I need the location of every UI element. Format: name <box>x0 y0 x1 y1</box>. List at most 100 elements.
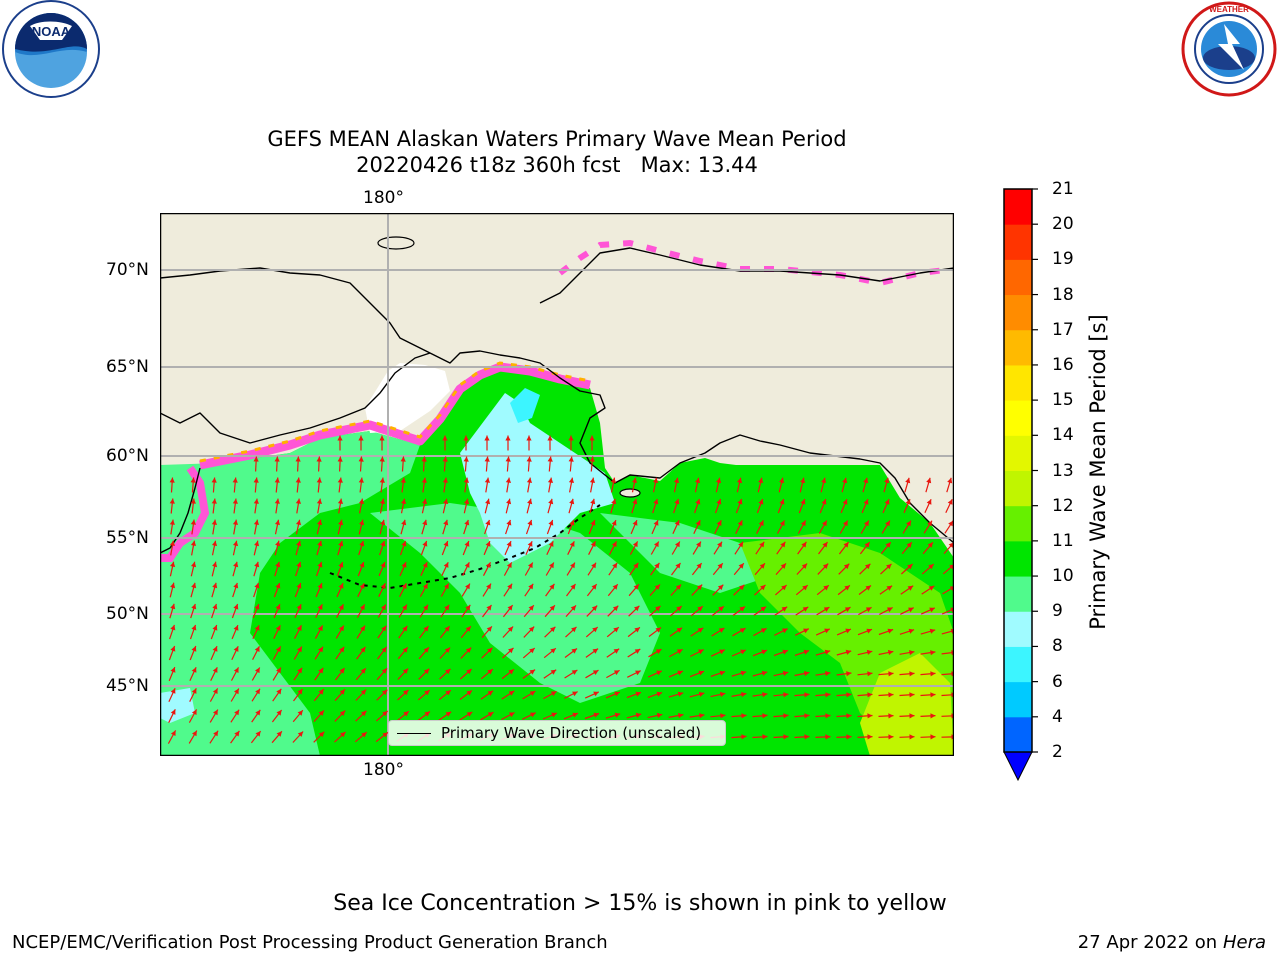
wave-arrow-head <box>846 671 852 677</box>
wave-arrow-head <box>275 646 281 653</box>
wave-arrow-head <box>318 646 323 653</box>
wave-arrow-head <box>888 671 894 677</box>
wave-arrow-head <box>550 669 557 675</box>
wave-arrow-head <box>486 583 491 590</box>
wave-arrow-head <box>906 520 911 527</box>
wave-arrow-head <box>487 712 494 717</box>
wave-arrow-head <box>170 667 176 673</box>
chart-title: GEFS MEAN Alaskan Waters Primary Wave Me… <box>267 127 847 151</box>
wave-arrow-head <box>318 689 324 695</box>
wave-arrow-head <box>529 648 535 654</box>
svg-text:WEATHER: WEATHER <box>1209 5 1249 14</box>
wave-arrow-head <box>592 627 598 633</box>
wave-arrow-head <box>466 669 472 675</box>
wave-arrow-head <box>551 712 557 718</box>
wave-arrow-head <box>589 477 595 483</box>
wave-arrow-head <box>738 541 744 548</box>
wave-arrow-head <box>445 668 451 675</box>
wave-arrow-head <box>547 456 553 462</box>
wave-arrow-head <box>254 561 260 568</box>
wave-arrow-head <box>947 477 953 484</box>
wave-arrow-head <box>653 498 659 505</box>
wave-arrow-head <box>843 520 848 527</box>
wave-arrow-head <box>909 734 915 740</box>
wave-arrow-head <box>360 668 366 674</box>
wave-arrow-head <box>699 713 705 719</box>
colorbar-underflow <box>1003 751 1033 782</box>
wave-arrow-head <box>824 628 830 634</box>
wave-arrow-head <box>800 499 806 505</box>
wave-arrow-head <box>695 477 701 484</box>
wave-arrow-head <box>276 710 282 716</box>
wave-arrow-head <box>887 649 894 655</box>
wave-arrow-head <box>170 730 176 736</box>
colorbar-segment <box>1004 400 1032 436</box>
wave-arrow-head <box>422 583 428 589</box>
colorbar-segment <box>1004 364 1032 401</box>
wave-arrow-head <box>698 691 705 697</box>
wave-arrow-head <box>401 583 407 589</box>
wave-arrow-head <box>802 585 808 591</box>
wave-arrow-shaft <box>941 694 954 697</box>
wave-arrow-head <box>296 519 302 526</box>
colorbar-tick-label: 16 <box>1052 354 1074 375</box>
wave-arrow-head <box>821 499 827 505</box>
wave-arrow-head <box>547 477 553 483</box>
wave-arrow-head <box>338 604 344 610</box>
wave-arrow-head <box>613 627 619 633</box>
wave-arrow-head <box>779 520 785 526</box>
colorbar <box>1003 188 1038 782</box>
wave-arrow-head <box>465 647 472 653</box>
wave-arrow-head <box>233 625 239 631</box>
wave-arrow-head <box>359 604 365 610</box>
colorbar-segment <box>1004 189 1032 225</box>
wave-arrow-head <box>169 540 175 546</box>
wave-arrow-head <box>169 519 175 525</box>
wave-arrow-head <box>276 731 282 737</box>
wave-arrow-head <box>506 541 512 547</box>
wave-arrow-head <box>947 499 953 505</box>
wave-arrow-head <box>632 541 638 548</box>
noaa-logo: NOAA <box>2 0 100 98</box>
wave-arrow-head <box>401 498 407 505</box>
wave-arrow-head <box>359 583 365 589</box>
wave-arrow-head <box>633 562 639 569</box>
wave-arrow-head <box>507 583 513 590</box>
wave-arrow-head <box>930 650 936 656</box>
wave-arrow-head <box>568 435 574 441</box>
colorbar-tick-label: 2 <box>1052 742 1063 762</box>
wave-arrow-head <box>928 585 935 591</box>
wave-arrow-head <box>783 734 789 740</box>
wave-arrow-head <box>656 691 663 697</box>
wave-arrow-head <box>759 563 765 569</box>
wave-arrow-head <box>654 562 660 569</box>
colorbar-segment <box>1004 259 1032 296</box>
wave-arrow-head <box>212 667 218 673</box>
wave-arrow-head <box>571 626 577 633</box>
wave-arrow-head <box>274 477 280 483</box>
wave-arrow-head <box>930 713 936 719</box>
wave-arrow-head <box>548 498 554 505</box>
wave-arrow-head <box>358 435 364 441</box>
wave-arrow-head <box>907 585 914 591</box>
colorbar-tick-label: 13 <box>1052 460 1074 481</box>
wave-arrow-head <box>464 498 470 505</box>
wave-arrow-head <box>254 604 260 610</box>
wave-arrow-shaft <box>941 672 954 676</box>
wave-arrow-head <box>675 563 681 569</box>
wave-arrow-head <box>822 563 829 569</box>
wave-arrow-head <box>400 456 406 462</box>
wave-arrow-head <box>212 540 218 547</box>
wave-arrow-head <box>549 583 555 590</box>
wave-arrow-head <box>444 626 450 632</box>
wave-arrow-head <box>905 477 911 484</box>
wave-arrow-head <box>361 710 367 717</box>
wave-arrow-head <box>611 541 617 547</box>
colorbar-segment <box>1004 681 1032 718</box>
wave-arrow-head <box>591 605 598 611</box>
wave-arrow-head <box>758 520 764 526</box>
wave-arrow-head <box>255 709 261 716</box>
wave-arrow-head <box>864 542 870 548</box>
wave-arrow-head <box>275 540 281 547</box>
wave-arrow-head <box>276 667 281 674</box>
